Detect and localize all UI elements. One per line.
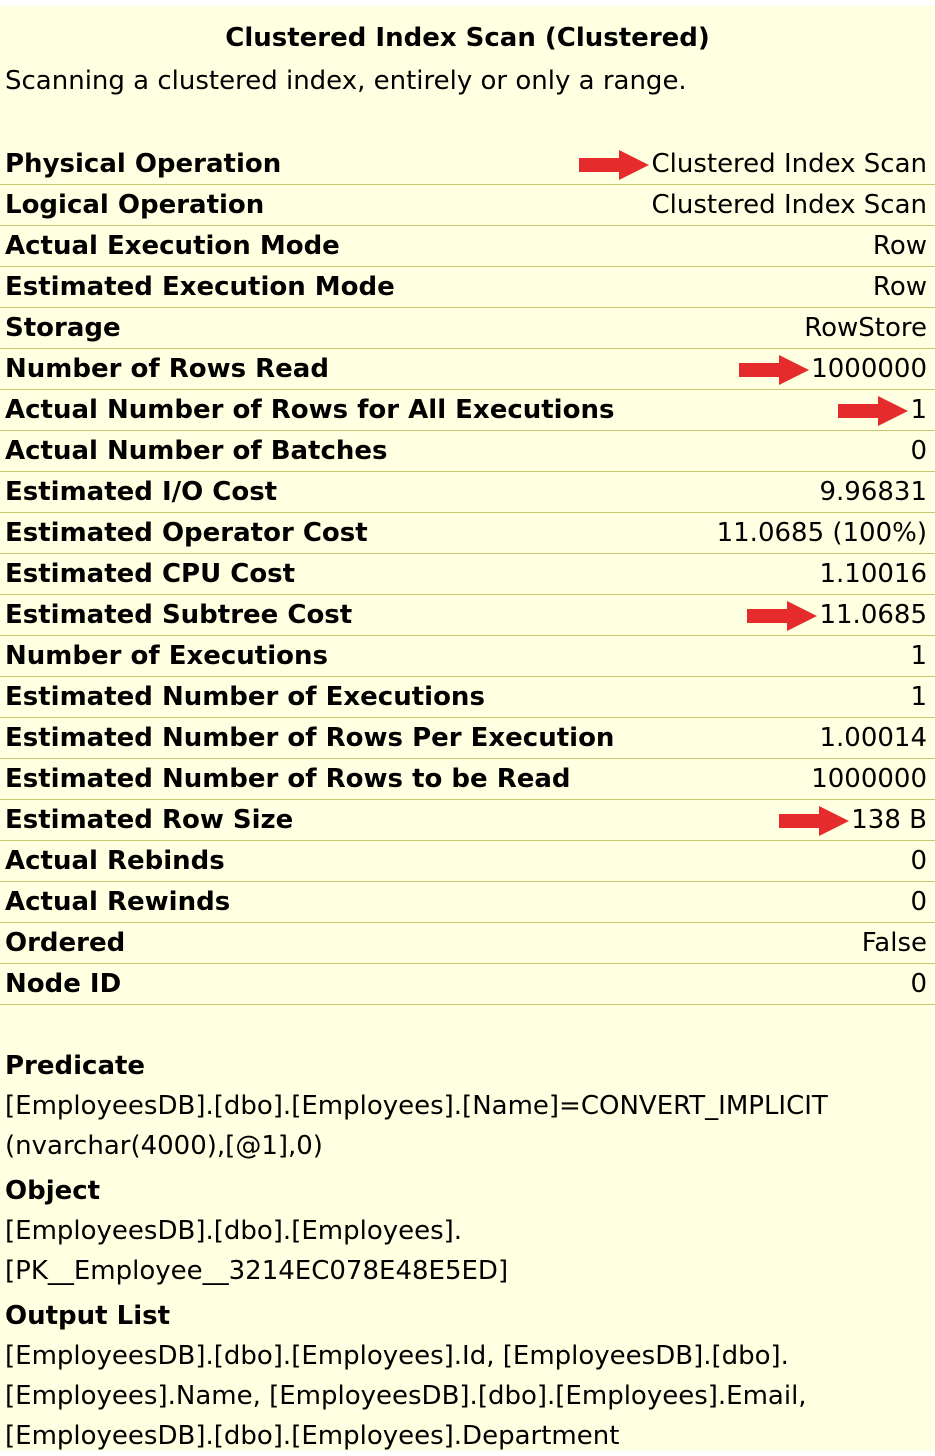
property-value: Row bbox=[872, 272, 927, 302]
property-label: Estimated Subtree Cost bbox=[5, 600, 353, 630]
property-row: Actual Execution Mode Row bbox=[0, 226, 935, 267]
property-label: Estimated I/O Cost bbox=[5, 477, 278, 507]
property-value: 1 bbox=[910, 682, 927, 712]
property-label: Estimated Row Size bbox=[5, 805, 294, 835]
property-row: Node ID 0 bbox=[0, 964, 935, 1005]
property-value: 0 bbox=[910, 969, 927, 999]
property-row: Ordered False bbox=[0, 923, 935, 964]
property-row: Logical Operation Clustered Index Scan bbox=[0, 185, 935, 226]
section-text-line: [EmployeesDB].[dbo].[Employees]. bbox=[5, 1216, 463, 1246]
property-row: Actual Number of Rows for All Executions… bbox=[0, 390, 935, 431]
property-label: Number of Rows Read bbox=[5, 354, 329, 384]
property-label: Physical Operation bbox=[5, 149, 282, 179]
property-value: 11.0685 (100%) bbox=[716, 518, 927, 548]
property-row: Estimated Number of Rows Per Execution 1.… bbox=[0, 718, 935, 759]
red-arrow-icon bbox=[747, 601, 818, 631]
property-value: 0 bbox=[910, 436, 927, 466]
red-arrow-icon bbox=[779, 806, 850, 836]
property-value: False bbox=[861, 928, 927, 958]
property-label: Estimated CPU Cost bbox=[5, 559, 296, 589]
property-row: Actual Number of Batches 0 bbox=[0, 431, 935, 472]
property-row: Estimated I/O Cost 9.96831 bbox=[0, 472, 935, 513]
property-row: Estimated Number of Executions 1 bbox=[0, 677, 935, 718]
property-label: Actual Execution Mode bbox=[5, 231, 340, 261]
property-row: Estimated Operator Cost 11.0685 (100%) bbox=[0, 513, 935, 554]
section-text-line: (nvarchar(4000),[@1],0) bbox=[5, 1131, 323, 1161]
property-row: Actual Rewinds 0 bbox=[0, 882, 935, 923]
operator-description: Scanning a clustered index, entirely or … bbox=[5, 66, 687, 96]
section-text-line: [EmployeesDB].[dbo].[Employees].[Name]=C… bbox=[5, 1091, 828, 1121]
section-label: Object bbox=[5, 1176, 101, 1206]
property-row: Number of Executions 1 bbox=[0, 636, 935, 677]
property-row: Physical Operation Clustered Index Scan bbox=[0, 144, 935, 185]
property-value: Clustered Index Scan bbox=[651, 149, 927, 179]
section-object: Object [EmployeesDB].[dbo].[Employees]. [P… bbox=[5, 1171, 930, 1291]
property-row: Estimated Number of Rows to be Read 10000… bbox=[0, 759, 935, 800]
properties-table: Physical Operation Clustered Index Scan Lo… bbox=[0, 144, 935, 1005]
property-value: 1 bbox=[910, 641, 927, 671]
property-value: 0 bbox=[910, 887, 927, 917]
property-label: Node ID bbox=[5, 969, 122, 999]
property-label: Estimated Number of Rows Per Execution bbox=[5, 723, 615, 753]
property-value: 0 bbox=[910, 846, 927, 876]
operator-title: Clustered Index Scan (Clustered) bbox=[225, 23, 710, 53]
property-value: 138 B bbox=[851, 805, 927, 835]
property-row: Actual Rebinds 0 bbox=[0, 841, 935, 882]
property-row: Number of Rows Read 1000000 bbox=[0, 349, 935, 390]
property-row: Estimated Execution Mode Row bbox=[0, 267, 935, 308]
property-row: Estimated Subtree Cost 11.0685 bbox=[0, 595, 935, 636]
section-text-line: [Employees].Name, [EmployeesDB].[dbo].[E… bbox=[5, 1381, 807, 1411]
property-value: 9.96831 bbox=[819, 477, 927, 507]
property-value: 1000000 bbox=[811, 764, 927, 794]
property-value: 1.00014 bbox=[819, 723, 927, 753]
section-output-list: Output List [EmployeesDB].[dbo].[Employee… bbox=[5, 1296, 930, 1456]
property-label: Storage bbox=[5, 313, 121, 343]
property-label: Estimated Number of Executions bbox=[5, 682, 485, 712]
property-row: Estimated CPU Cost 1.10016 bbox=[0, 554, 935, 595]
property-row: Storage RowStore bbox=[0, 308, 935, 349]
section-text-line: [EmployeesDB].[dbo].[Employees].Departme… bbox=[5, 1421, 620, 1451]
property-value: 1.10016 bbox=[819, 559, 927, 589]
property-value: 11.0685 bbox=[819, 600, 927, 630]
section-predicate: Predicate [EmployeesDB].[dbo].[Employees]… bbox=[5, 1046, 930, 1166]
red-arrow-icon bbox=[579, 150, 650, 180]
property-value: RowStore bbox=[804, 313, 927, 343]
property-label: Estimated Number of Rows to be Read bbox=[5, 764, 571, 794]
section-text-line: [EmployeesDB].[dbo].[Employees].Id, [Emp… bbox=[5, 1341, 789, 1371]
property-row: Estimated Row Size 138 B bbox=[0, 800, 935, 841]
property-label: Actual Number of Batches bbox=[5, 436, 388, 466]
property-label: Actual Number of Rows for All Executions bbox=[5, 395, 615, 425]
section-label: Predicate bbox=[5, 1051, 146, 1081]
section-label: Output List bbox=[5, 1301, 171, 1331]
section-text-line: [PK__Employee__3214EC078E48E5ED] bbox=[5, 1256, 509, 1286]
property-label: Ordered bbox=[5, 928, 126, 958]
property-label: Logical Operation bbox=[5, 190, 265, 220]
property-label: Number of Executions bbox=[5, 641, 328, 671]
property-value: 1 bbox=[910, 395, 927, 425]
property-value: Row bbox=[872, 231, 927, 261]
red-arrow-icon bbox=[838, 396, 909, 426]
property-value: 1000000 bbox=[811, 354, 927, 384]
property-value: Clustered Index Scan bbox=[651, 190, 927, 220]
property-label: Estimated Execution Mode bbox=[5, 272, 395, 302]
property-label: Estimated Operator Cost bbox=[5, 518, 368, 548]
red-arrow-icon bbox=[739, 355, 810, 385]
property-label: Actual Rebinds bbox=[5, 846, 225, 876]
property-label: Actual Rewinds bbox=[5, 887, 231, 917]
